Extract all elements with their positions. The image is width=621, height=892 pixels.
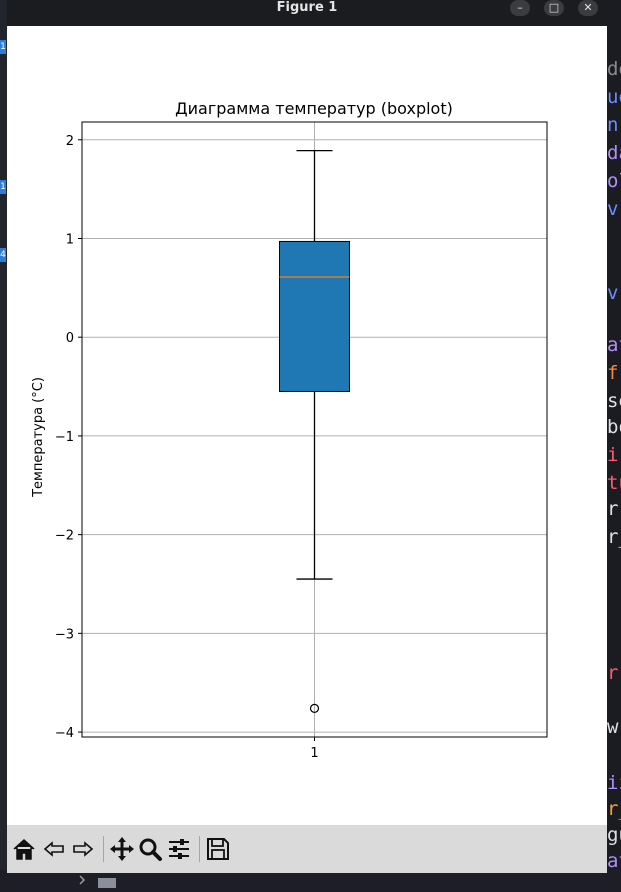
navigation-toolbar — [7, 825, 607, 873]
code-fragment: ue — [607, 86, 621, 108]
folder-icon — [79, 875, 116, 888]
code-fragment: bo — [607, 416, 621, 438]
zoom-button[interactable] — [136, 835, 164, 863]
code-fragment: se — [607, 390, 621, 412]
editor-left-gutter: 1 1 4 — [0, 0, 8, 888]
x-tick-label: 1 — [310, 746, 318, 761]
line-badge: 1 — [0, 40, 6, 54]
boxplot-chart: 2 1 0 −1 −2 −3 −4 1 Диаграмма температур (boxpl… — [31, 99, 548, 761]
back-button[interactable] — [40, 835, 68, 863]
code-fragment: r — [607, 662, 619, 684]
title-bar[interactable]: Figure 1 – □ ✕ — [7, 0, 607, 26]
code-fragment: tu — [607, 472, 621, 494]
floppy-disk-icon — [207, 838, 229, 860]
code-fragment: gu — [607, 824, 621, 846]
home-icon — [13, 838, 35, 860]
figure-canvas[interactable]: 2 1 0 −1 −2 −3 −4 1 Диаграмма температур (boxpl… — [7, 26, 607, 825]
arrow-right-icon — [73, 841, 94, 857]
y-tick-label: −4 — [55, 726, 74, 741]
save-button[interactable] — [204, 835, 232, 863]
axis-ticks: 2 1 0 −1 −2 −3 −4 1 — [55, 134, 319, 761]
pan-button[interactable] — [108, 835, 136, 863]
home-button[interactable] — [10, 835, 38, 863]
move-icon — [110, 837, 134, 861]
code-fragment: at — [607, 334, 621, 356]
code-fragment: da — [607, 142, 621, 164]
y-tick-label: 0 — [66, 331, 74, 346]
code-fragment: v — [607, 198, 619, 220]
code-fragment: w — [607, 716, 619, 738]
code-fragment: de — [607, 58, 621, 80]
y-tick-label: −3 — [55, 627, 74, 642]
grid-lines — [82, 122, 547, 737]
minimize-icon: – — [517, 1, 523, 14]
box-elements — [279, 149, 350, 713]
code-fragment: r_ — [607, 526, 621, 548]
code-fragment: at — [607, 850, 621, 872]
code-fragment: iz — [607, 772, 621, 794]
y-tick-label: −2 — [55, 529, 74, 544]
line-badge: 4 — [0, 248, 6, 262]
code-fragment: v( — [607, 282, 621, 304]
code-fragment: n — [607, 114, 619, 136]
code-fragment: r_ — [607, 798, 621, 820]
close-button[interactable]: ✕ — [578, 0, 598, 16]
magnifier-icon — [139, 838, 162, 861]
code-fragment: r — [607, 498, 619, 520]
outlier-point — [309, 703, 320, 713]
code-fragment: ir — [607, 444, 621, 466]
y-tick-label: 2 — [66, 134, 74, 149]
maximize-button[interactable]: □ — [544, 0, 564, 16]
y-axis-label: Температура (°C) — [31, 377, 46, 498]
figure-window: Figure 1 – □ ✕ 2 1 0 −1 −2 −3 −4 1 Диаграмма те… — [7, 0, 607, 873]
toolbar-separator — [199, 836, 200, 862]
toolbar-separator — [103, 836, 104, 862]
y-tick-label: 1 — [66, 232, 74, 247]
sliders-icon — [169, 839, 189, 859]
chart-title: Диаграмма температур (boxplot) — [175, 99, 453, 118]
window-title: Figure 1 — [276, 0, 338, 15]
box-iqr — [279, 240, 350, 392]
close-icon: ✕ — [583, 1, 593, 14]
line-badge: 1 — [0, 180, 6, 194]
configure-subplots-button[interactable] — [165, 835, 193, 863]
maximize-icon: □ — [548, 1, 560, 14]
editor-file-tree-peek — [0, 870, 621, 888]
forward-button[interactable] — [69, 835, 97, 863]
code-fragment: f' — [607, 362, 621, 384]
minimize-button[interactable]: – — [510, 0, 530, 16]
arrow-left-icon — [43, 841, 64, 857]
y-tick-label: −1 — [55, 430, 74, 445]
editor-code-peek: de ue n da ol v v( at f' se bo ir tu r r… — [607, 0, 621, 888]
code-fragment: ol — [607, 170, 621, 192]
